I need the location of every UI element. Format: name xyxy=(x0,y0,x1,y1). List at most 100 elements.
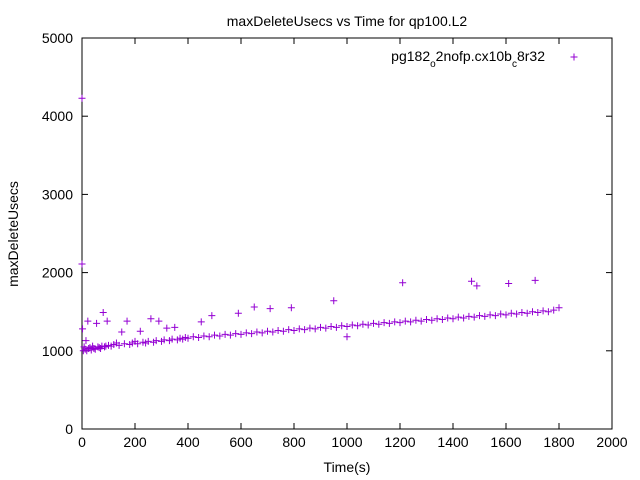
data-point xyxy=(115,341,123,349)
data-point xyxy=(364,321,372,329)
data-point xyxy=(274,326,282,334)
data-point xyxy=(79,325,87,333)
data-point xyxy=(266,305,274,313)
data-point xyxy=(529,308,536,316)
x-tick-label: 2000 xyxy=(596,434,627,450)
data-point xyxy=(497,310,505,318)
data-point xyxy=(84,317,92,325)
data-point xyxy=(269,328,277,336)
data-point xyxy=(144,337,152,345)
plot-area-frame xyxy=(81,37,613,430)
data-point xyxy=(81,345,89,353)
data-point xyxy=(290,326,298,334)
data-point xyxy=(103,317,111,325)
y-tick-label: 2000 xyxy=(42,265,73,281)
data-point xyxy=(486,311,494,319)
data-point xyxy=(513,310,521,318)
legend-marker xyxy=(570,53,578,61)
data-point xyxy=(250,303,258,311)
x-tick-label: 800 xyxy=(282,434,306,450)
data-point xyxy=(211,331,218,339)
y-tick-label: 4000 xyxy=(42,108,73,124)
y-tick-label: 0 xyxy=(65,421,73,437)
data-point xyxy=(311,325,319,333)
y-tick-label: 1000 xyxy=(42,343,73,359)
data-point xyxy=(221,330,229,338)
data-point xyxy=(507,309,515,317)
data-point xyxy=(118,328,126,336)
data-point xyxy=(534,308,542,316)
data-points xyxy=(78,94,563,355)
legend: pg182o2nofp.cx10bc8r32 xyxy=(391,48,578,70)
data-point xyxy=(327,323,335,331)
data-point xyxy=(101,343,109,351)
data-point xyxy=(359,320,367,328)
data-point xyxy=(285,326,293,334)
data-point xyxy=(205,333,213,341)
data-point xyxy=(370,319,377,327)
x-axis-label: Time(s) xyxy=(324,459,371,475)
data-point xyxy=(78,260,86,268)
data-point xyxy=(412,316,420,324)
data-point xyxy=(163,324,171,332)
data-point xyxy=(253,328,261,336)
data-point xyxy=(120,340,128,348)
data-point xyxy=(470,313,478,321)
x-tick-label: 400 xyxy=(176,434,200,450)
data-point xyxy=(237,330,245,338)
data-point xyxy=(380,319,388,327)
data-point xyxy=(168,335,176,343)
data-point xyxy=(396,319,404,327)
data-point xyxy=(385,319,393,327)
data-point xyxy=(343,333,351,341)
data-point xyxy=(449,315,457,323)
data-point xyxy=(438,316,446,324)
x-tick-label: 1400 xyxy=(437,434,468,450)
data-point xyxy=(93,319,101,327)
data-point xyxy=(401,317,409,325)
data-point xyxy=(518,308,526,316)
data-point xyxy=(444,314,452,322)
data-point xyxy=(195,334,203,342)
data-point xyxy=(90,344,98,352)
data-point xyxy=(354,322,362,330)
data-point xyxy=(332,323,340,331)
data-point xyxy=(287,304,295,312)
data-point xyxy=(171,323,179,331)
data-point xyxy=(417,317,425,325)
data-point xyxy=(258,329,266,337)
data-point xyxy=(433,315,441,323)
legend-label: pg182o2nofp.cx10bc8r32 xyxy=(391,48,545,70)
data-point xyxy=(343,323,351,331)
data-point xyxy=(189,333,197,341)
data-point xyxy=(338,322,346,330)
data-point xyxy=(348,321,356,329)
legend-marker-glyph xyxy=(570,53,578,61)
data-point xyxy=(155,317,163,325)
data-point xyxy=(99,308,107,316)
x-tick-label: 1200 xyxy=(384,434,415,450)
data-point xyxy=(423,316,430,324)
data-point xyxy=(491,312,499,320)
data-point xyxy=(481,312,489,320)
data-point xyxy=(208,312,216,320)
data-point xyxy=(306,324,314,332)
data-point xyxy=(232,330,240,338)
y-axis-label: maxDeleteUsecs xyxy=(5,181,21,287)
chart-title: maxDeleteUsecs vs Time for qp100.L2 xyxy=(227,13,468,29)
x-tick-label: 1800 xyxy=(543,434,574,450)
data-point xyxy=(78,94,86,102)
data-point xyxy=(502,311,510,319)
data-point xyxy=(234,309,242,317)
data-point xyxy=(322,324,330,332)
data-point xyxy=(147,315,155,323)
data-point xyxy=(317,323,324,331)
data-point xyxy=(216,332,224,340)
data-point xyxy=(539,307,547,315)
data-point xyxy=(391,318,399,326)
data-point xyxy=(134,340,142,348)
x-axis: 0 200 400 600 800 1000 1200 1400 1600 1800 2000 xyxy=(78,38,628,450)
data-point xyxy=(473,282,481,290)
data-point xyxy=(468,277,476,285)
data-point xyxy=(301,326,309,334)
